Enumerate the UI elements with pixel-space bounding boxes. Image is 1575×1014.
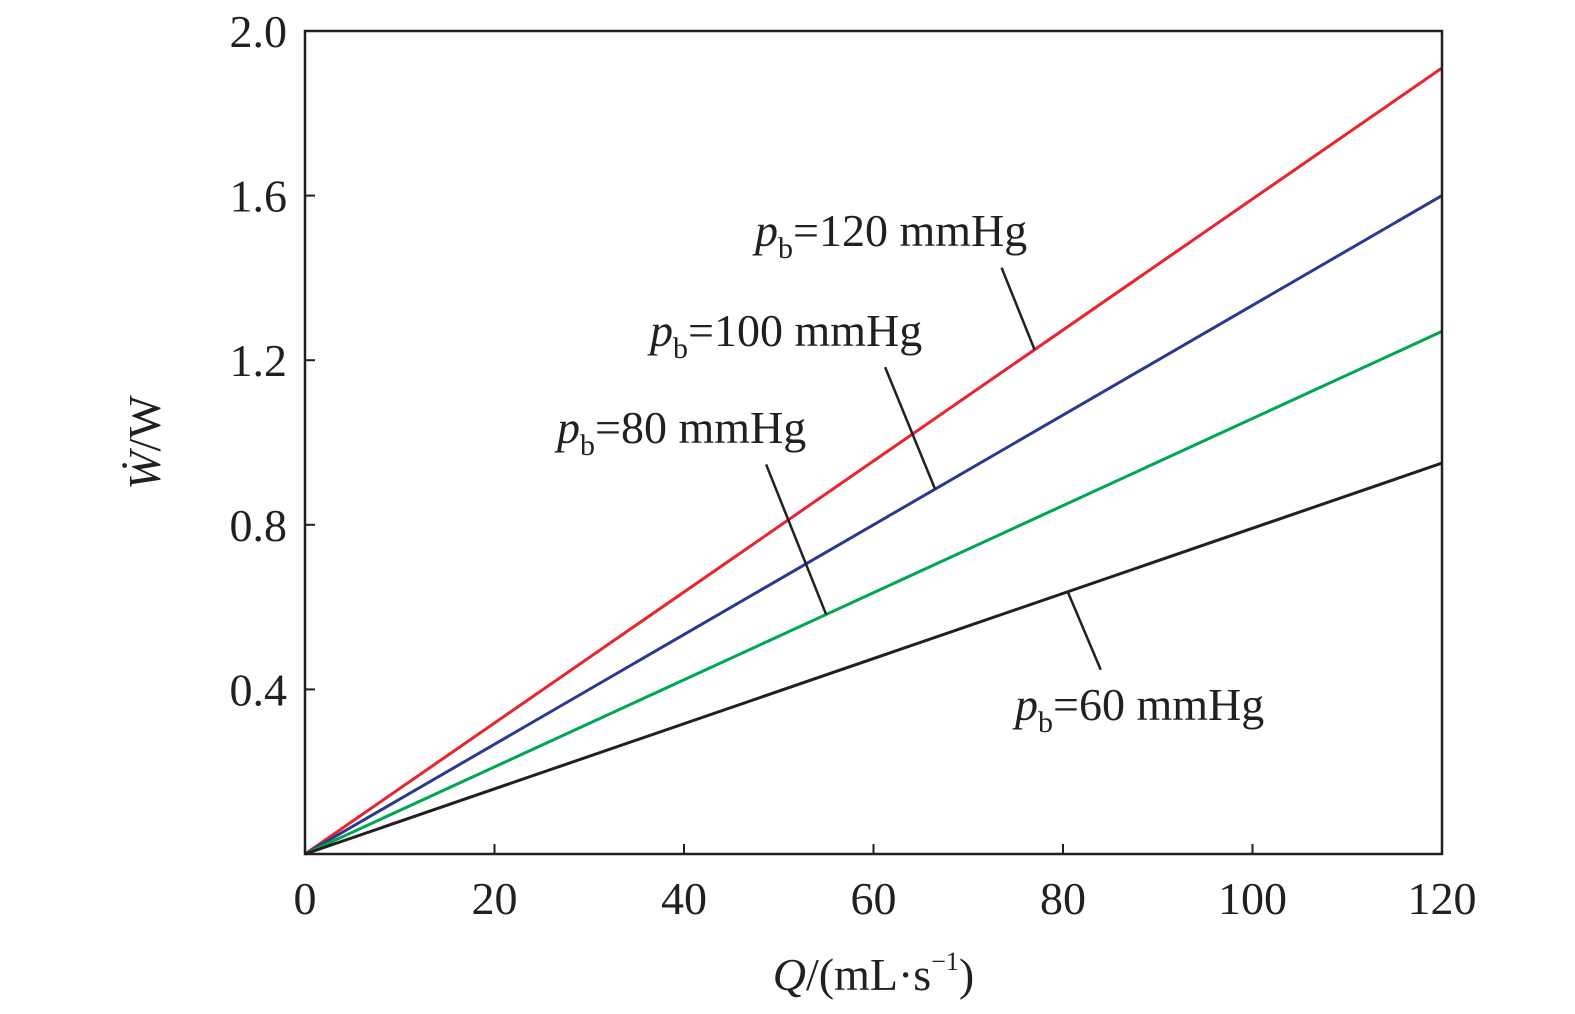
annotation-leader — [1066, 591, 1102, 671]
series-annotation-label: pb=80 mmHg — [554, 402, 806, 462]
annotation-leader — [1000, 267, 1036, 351]
ticks-layer: 0 20 40 60 80 100 120 0.4 0.8 1.2 1.6 2.0 — [230, 6, 1477, 924]
x-axis-close: ) — [959, 949, 974, 1000]
series-line-1 — [304, 66, 1443, 856]
plot-frame — [303, 29, 1444, 856]
y-tick-label: 0.8 — [230, 500, 288, 551]
x-tick-label: 80 — [1040, 873, 1086, 924]
x-axis-unit: /(mL·s — [806, 949, 931, 1000]
series-layer — [304, 66, 1443, 856]
series-annotation-label: pb=100 mmHg — [647, 305, 922, 365]
x-axis-var: Q — [773, 949, 806, 1000]
series-line-4 — [304, 461, 1443, 856]
annotation-leader — [883, 366, 937, 490]
x-tick-label: 20 — [472, 873, 518, 924]
x-tick-label: 100 — [1218, 873, 1287, 924]
annotation-leader — [764, 464, 828, 615]
x-axis-exp: −1 — [931, 947, 959, 976]
x-axis-title: Q/(mL·s−1) — [773, 947, 974, 1000]
series-line-2 — [304, 194, 1443, 856]
y-axis-var: Ẇ — [119, 448, 170, 490]
series-annotation-label: pb=60 mmHg — [1012, 679, 1264, 739]
y-tick-label: 2.0 — [230, 6, 288, 57]
series-line-3 — [304, 330, 1443, 856]
labels-layer: pb=120 mmHg pb=100 mmHg pb=80 mmHg pb=60 mm… — [554, 205, 1264, 739]
x-tick-label: 120 — [1408, 873, 1477, 924]
y-axis-title: Ẇ/W — [119, 395, 170, 490]
y-tick-label: 1.6 — [230, 171, 288, 222]
leaders-layer — [764, 267, 1102, 671]
y-axis-unit: /W — [119, 395, 170, 452]
x-tick-label: 40 — [661, 873, 707, 924]
y-tick-label: 0.4 — [230, 664, 288, 715]
y-tick-label: 1.2 — [230, 335, 288, 386]
series-annotation-label: pb=120 mmHg — [752, 205, 1027, 265]
x-tick-label: 0 — [294, 873, 317, 924]
x-tick-label: 60 — [851, 873, 897, 924]
